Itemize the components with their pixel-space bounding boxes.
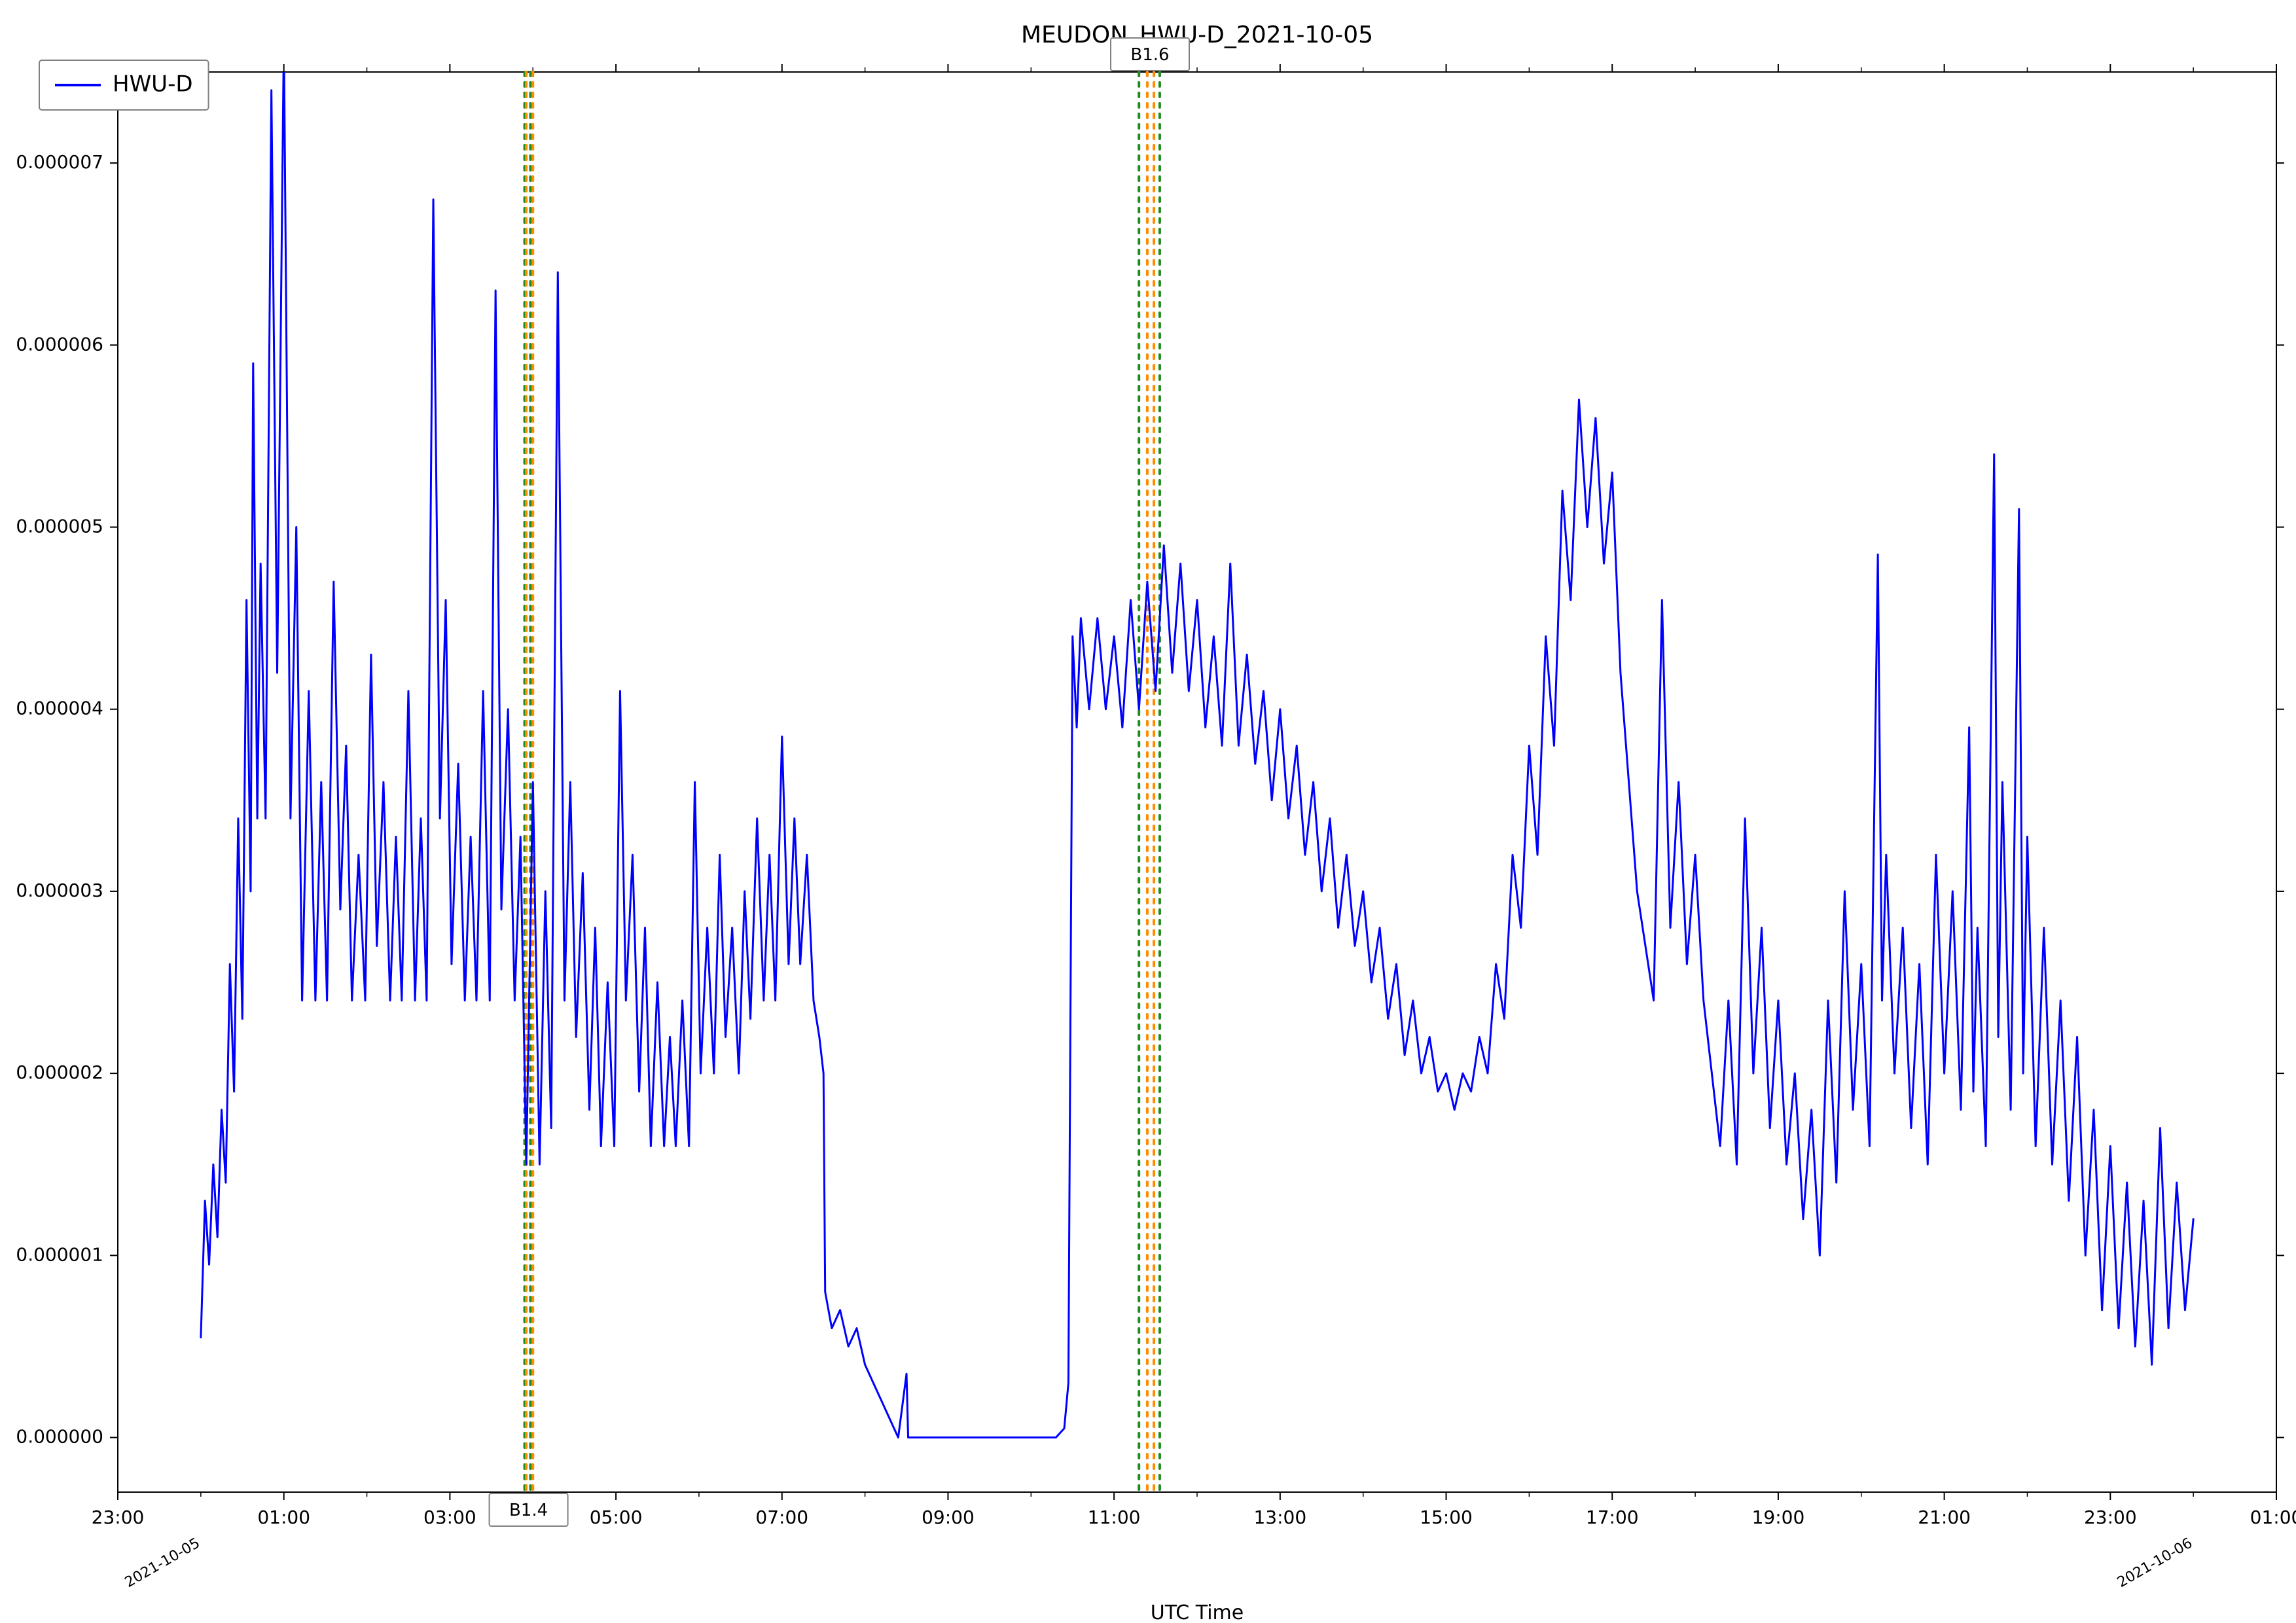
x-tick-label: 09:00 [922,1507,975,1528]
x-tick-label: 07:00 [755,1507,808,1528]
x-tick-label: 19:00 [1752,1507,1805,1528]
y-tick-label: 0.000001 [16,1243,103,1265]
legend-label: HWU-D [113,71,193,98]
y-tick-label: 0.000002 [16,1061,103,1083]
y-tick-label: 0.000005 [16,516,103,537]
chart-container: 0.000000 0.000001 0.000002 0.000003 0.000004… [0,0,2296,1623]
x-tick-label: 11:00 [1088,1507,1141,1528]
chart-title: MEUDON_HWU-D_2021-10-05 [1021,22,1373,48]
y-tick-label: 0.000007 [16,151,103,173]
x-tick-label: 05:00 [590,1507,643,1528]
x-tick-label: 13:00 [1253,1507,1306,1528]
x-tick-label: 23:00 [92,1507,145,1528]
line-chart: 0.000000 0.000001 0.000002 0.000003 0.000004… [0,0,2296,1623]
event-label: B1.6 [1130,45,1169,65]
x-tick-label: 01:00 [257,1507,310,1528]
x-tick-label: 15:00 [1420,1507,1473,1528]
event-label: B1.4 [509,1501,548,1520]
x-tick-label: 03:00 [423,1507,476,1528]
y-tick-label: 0.000003 [16,880,103,901]
y-tick-label: 0.000006 [16,333,103,355]
y-tick-label: 0.000000 [16,1426,103,1448]
x-tick-label: 17:00 [1586,1507,1639,1528]
x-tick-label: 01:00 [2250,1507,2296,1528]
y-tick-label: 0.000004 [16,698,103,719]
x-tick-label: 21:00 [1918,1507,1971,1528]
x-axis-label: UTC Time [1151,1601,1244,1623]
x-tick-label: 23:00 [2084,1507,2137,1528]
